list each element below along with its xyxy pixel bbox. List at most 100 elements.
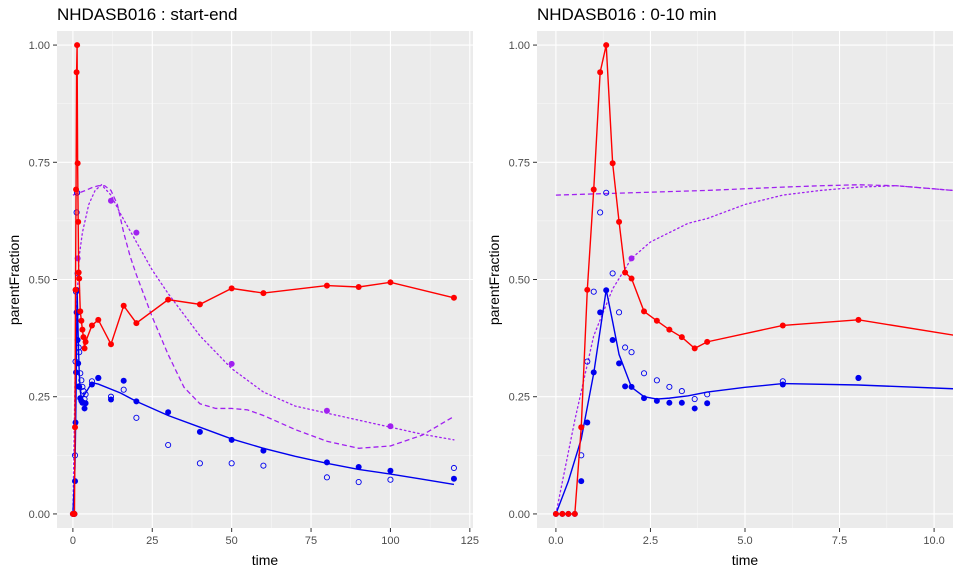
blue-open-point xyxy=(603,189,610,196)
blue-open-point xyxy=(196,460,203,467)
red-point xyxy=(120,302,127,309)
blue-filled-point xyxy=(355,464,362,471)
blue-open-point xyxy=(704,391,711,398)
blue-filled-point xyxy=(82,400,89,407)
blue-filled-point xyxy=(228,436,235,443)
blue-open-point xyxy=(628,349,635,356)
chart-right: NHDASB016 : 0-10 min 0.0 2.5 5.0 7.5 10.00.0… xyxy=(486,5,953,568)
red-point xyxy=(76,275,83,282)
red-point xyxy=(571,510,578,517)
blue-open-point xyxy=(355,479,362,486)
blue-open-point xyxy=(609,270,616,277)
purple-dotted-curve xyxy=(555,185,953,515)
blue-filled-point xyxy=(95,374,102,381)
red-line xyxy=(72,45,455,515)
blue-filled-point xyxy=(81,405,88,412)
red-point xyxy=(628,275,635,282)
grid xyxy=(57,31,473,528)
red-point xyxy=(71,510,78,517)
blue-filled-point xyxy=(450,475,457,482)
red-point xyxy=(597,69,604,76)
purple-point xyxy=(133,229,140,236)
purple-point xyxy=(228,360,235,367)
blue-filled-point xyxy=(653,397,660,404)
purple-point xyxy=(628,255,635,262)
y-tick-label: 0.00 xyxy=(29,509,50,521)
red-point xyxy=(641,308,648,315)
chart-title: NHDASB016 : 0-10 min xyxy=(537,5,717,24)
x-tick-label: 7.5 xyxy=(832,535,847,547)
y-tick-label: 0.00 xyxy=(509,509,530,521)
ticks: 0 25 50 75 100 125 0.00 0.25 0.50 0.75 1.00 xyxy=(29,40,479,547)
grid xyxy=(537,31,953,528)
y-tick-label: 1.00 xyxy=(29,40,50,52)
y-axis-title: parentFraction xyxy=(486,235,502,325)
red-point xyxy=(779,322,786,329)
red-point xyxy=(323,282,330,289)
blue-filled-point xyxy=(73,369,80,376)
chart-left: NHDASB016 : start-end 0 25 50 75 100 1250.000… xyxy=(6,5,479,568)
blue-open-point xyxy=(691,396,698,403)
blue-filled-point xyxy=(165,409,172,416)
blue-open-point xyxy=(653,377,660,384)
red-point xyxy=(565,510,572,517)
blue-filled-point xyxy=(666,399,673,406)
blue-filled-point xyxy=(597,309,604,316)
red-point xyxy=(80,334,87,341)
blue-open-point xyxy=(640,370,648,377)
blue-filled-point xyxy=(641,395,648,402)
blue-filled-point xyxy=(76,383,83,390)
x-tick-label: 75 xyxy=(305,535,317,547)
red-point xyxy=(79,326,86,333)
blue-open-point xyxy=(666,383,673,390)
red-point xyxy=(691,345,698,352)
red-point xyxy=(81,345,88,352)
blue-filled-point xyxy=(260,447,267,454)
x-tick-label: 25 xyxy=(146,535,158,547)
red-point xyxy=(73,186,80,193)
red-point xyxy=(678,334,685,341)
blue-filled-point xyxy=(616,360,623,367)
red-point xyxy=(260,290,267,297)
blue-open-point xyxy=(133,414,140,421)
blue-filled-point xyxy=(609,336,616,343)
red-point xyxy=(88,322,95,329)
blue-open-point xyxy=(165,441,172,449)
y-tick-label: 0.75 xyxy=(29,157,50,169)
red-point xyxy=(616,218,623,225)
red-point xyxy=(590,186,597,193)
y-tick-label: 0.50 xyxy=(509,275,530,287)
y-tick-label: 1.00 xyxy=(509,40,530,52)
red-point xyxy=(73,69,80,76)
red-point xyxy=(165,296,172,303)
blue-filled-point xyxy=(74,336,81,343)
blue-filled-point xyxy=(855,374,862,381)
red-point xyxy=(603,42,610,49)
blue-open-point xyxy=(597,209,604,216)
blue-filled-point xyxy=(88,381,95,388)
y-axis-title: parentFraction xyxy=(6,235,22,325)
red-point xyxy=(133,320,140,327)
red-point xyxy=(622,269,629,276)
blue-filled-point xyxy=(107,396,114,403)
blue-open-point xyxy=(590,288,597,295)
blue-open-point xyxy=(228,460,235,467)
red-point xyxy=(72,424,79,431)
purple-point xyxy=(323,407,330,414)
red-point xyxy=(72,286,79,293)
purple-point xyxy=(387,423,394,430)
blue-filled-point xyxy=(75,360,82,367)
red-point xyxy=(584,286,591,293)
red-point xyxy=(75,218,82,225)
red-point xyxy=(552,510,559,517)
blue-filled-point xyxy=(590,369,597,376)
series-layer xyxy=(69,42,457,517)
series-layer xyxy=(552,42,953,517)
blue-filled-point xyxy=(578,478,585,485)
blue-filled-point xyxy=(603,287,610,294)
chart-title: NHDASB016 : start-end xyxy=(57,5,237,24)
red-point xyxy=(855,316,862,323)
red-point xyxy=(77,308,84,315)
